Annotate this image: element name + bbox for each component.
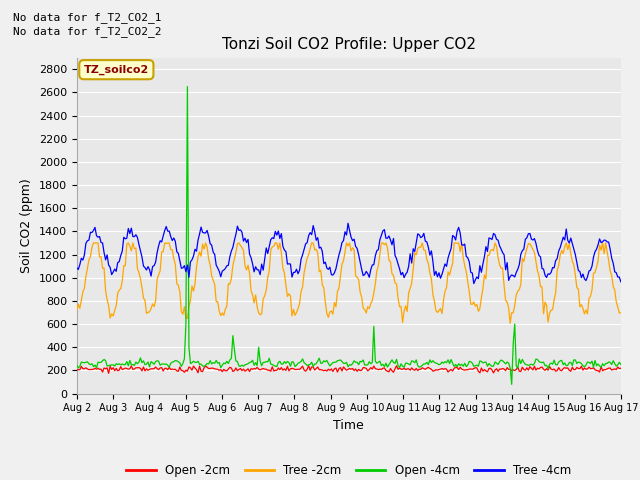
Title: Tonzi Soil CO2 Profile: Upper CO2: Tonzi Soil CO2 Profile: Upper CO2 [222,37,476,52]
Text: TZ_soilco2: TZ_soilco2 [84,64,149,75]
X-axis label: Time: Time [333,419,364,432]
Y-axis label: Soil CO2 (ppm): Soil CO2 (ppm) [20,178,33,273]
Text: No data for f_T2_CO2_1: No data for f_T2_CO2_1 [13,12,161,23]
Text: No data for f_T2_CO2_2: No data for f_T2_CO2_2 [13,26,161,37]
Legend: Open -2cm, Tree -2cm, Open -4cm, Tree -4cm: Open -2cm, Tree -2cm, Open -4cm, Tree -4… [122,459,576,480]
